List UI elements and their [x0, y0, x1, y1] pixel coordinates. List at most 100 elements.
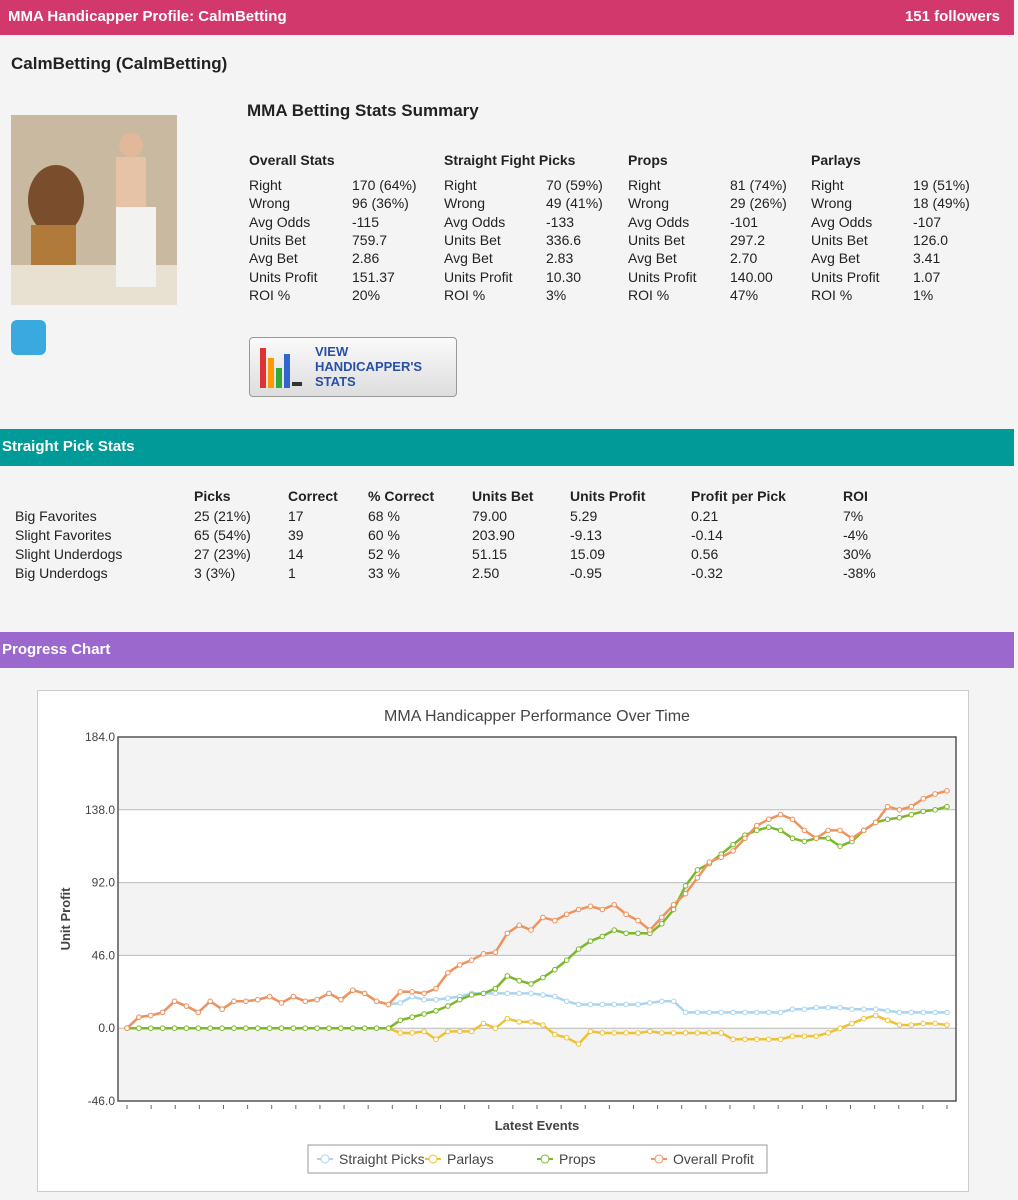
- cell: 51.15: [472, 546, 508, 562]
- stat-value: 20%: [352, 286, 381, 303]
- point: [266, 993, 273, 1000]
- point: [706, 1030, 713, 1036]
- stat-label: Units Profit: [444, 268, 513, 285]
- stat-value: 1%: [913, 286, 934, 303]
- followers[interactable]: 151 followers: [904, 8, 1000, 25]
- twitter-icon[interactable]: [11, 320, 46, 355]
- point: [575, 1041, 582, 1047]
- series-line: [126, 789, 948, 1030]
- point: [278, 1000, 285, 1006]
- cell: 5.29: [570, 508, 598, 524]
- point: [385, 1001, 392, 1008]
- legend-label[interactable]: Props: [559, 1151, 596, 1167]
- grid-band: [118, 737, 956, 810]
- point: [825, 1004, 831, 1011]
- button-line: HANDICAPPER'S: [315, 359, 423, 374]
- point: [563, 998, 570, 1005]
- point: [159, 1025, 166, 1032]
- point: [243, 998, 249, 1005]
- legend-label[interactable]: Parlays: [447, 1151, 494, 1167]
- stat-value: 18 (49%): [913, 195, 970, 212]
- stat-value: 2.83: [546, 250, 574, 267]
- stat-value: 336.6: [546, 231, 582, 248]
- point: [635, 917, 641, 924]
- point: [920, 1009, 927, 1016]
- point: [765, 1009, 772, 1016]
- point: [409, 1014, 416, 1020]
- column-header: Units Bet: [472, 488, 534, 504]
- point: [623, 1001, 629, 1008]
- legend-marker: [320, 1154, 330, 1164]
- cell: 0.21: [691, 508, 719, 524]
- point: [777, 827, 784, 834]
- cell: 27 (23%): [194, 546, 251, 562]
- point: [409, 989, 416, 995]
- point: [789, 1006, 796, 1013]
- y-tick-label: 0.0: [98, 1021, 115, 1035]
- point: [861, 827, 867, 834]
- section-bar: Progress Chart: [0, 632, 1014, 668]
- button-line: STATS: [315, 374, 356, 389]
- stat-value: 3%: [546, 286, 567, 303]
- stat-label: Avg Bet: [811, 250, 860, 267]
- point: [718, 854, 725, 861]
- cell: 68 %: [368, 508, 400, 524]
- point: [552, 966, 558, 973]
- point: [349, 987, 356, 994]
- point: [754, 1036, 760, 1043]
- point: [183, 1025, 190, 1032]
- point: [742, 835, 748, 842]
- point: [147, 1025, 154, 1032]
- stat-label: Wrong: [444, 195, 485, 212]
- stat-label: Avg Bet: [444, 250, 493, 267]
- point: [504, 990, 511, 997]
- point: [884, 816, 891, 823]
- column-header: Picks: [194, 488, 231, 504]
- x-axis-label: Latest Events: [495, 1118, 580, 1133]
- legend-label[interactable]: Straight Picks: [339, 1151, 425, 1167]
- stat-label: Units Profit: [249, 268, 318, 285]
- point: [575, 946, 582, 952]
- point: [801, 1006, 808, 1013]
- stat-value: -101: [730, 213, 759, 230]
- legend-label[interactable]: Overall Profit: [673, 1151, 754, 1167]
- point: [409, 993, 416, 1000]
- point: [563, 1034, 570, 1041]
- point: [801, 1033, 808, 1039]
- point: [635, 1030, 641, 1036]
- point: [932, 1020, 938, 1027]
- point: [373, 998, 380, 1005]
- button-line: VIEW: [315, 344, 349, 359]
- point: [540, 914, 546, 921]
- legend-marker: [654, 1154, 664, 1164]
- point: [326, 990, 332, 997]
- stats-heading: Props: [628, 152, 668, 168]
- point: [670, 998, 677, 1005]
- point: [575, 1001, 582, 1008]
- stat-label: Units Profit: [811, 268, 880, 285]
- row-label: Slight Underdogs: [15, 546, 123, 562]
- point: [884, 803, 891, 810]
- point: [587, 938, 594, 944]
- point: [492, 985, 499, 992]
- stat-label: ROI %: [628, 286, 670, 303]
- point: [825, 835, 831, 842]
- view-stats-button[interactable]: VIEW HANDICAPPER'S STATS: [249, 337, 457, 397]
- point: [908, 803, 915, 810]
- point: [611, 1001, 618, 1008]
- point: [492, 949, 499, 956]
- stat-label: Right: [249, 177, 282, 193]
- stat-label: Right: [811, 177, 844, 193]
- point: [730, 848, 736, 854]
- grid-band: [118, 882, 956, 956]
- point: [302, 998, 309, 1005]
- point: [516, 922, 522, 929]
- point: [528, 981, 534, 987]
- profile-photo: [11, 115, 177, 305]
- point: [932, 1009, 938, 1016]
- point: [599, 1030, 606, 1036]
- point: [920, 795, 927, 802]
- point: [445, 1028, 451, 1035]
- point: [433, 1007, 439, 1014]
- point: [765, 1036, 772, 1043]
